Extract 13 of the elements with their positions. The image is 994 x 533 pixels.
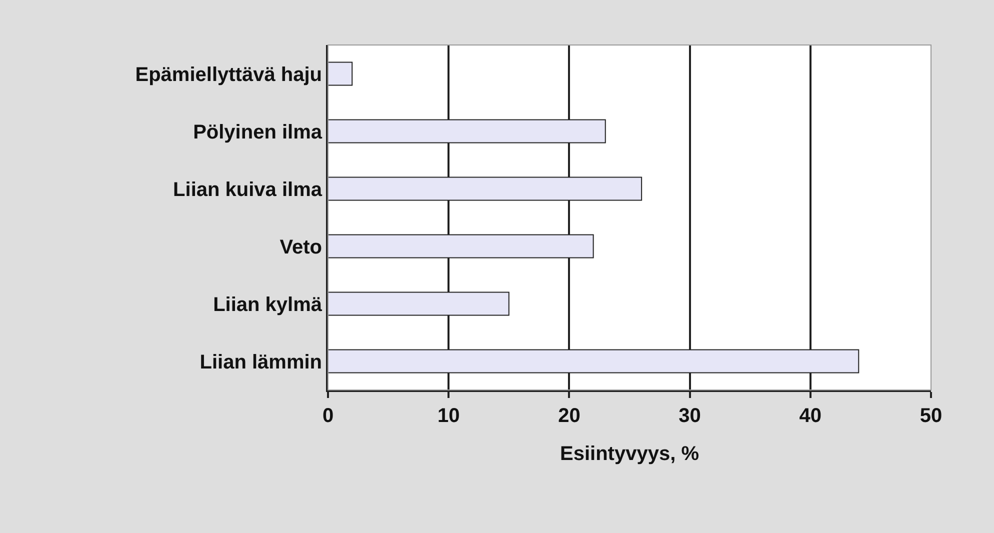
- y-tick-label: Veto: [280, 236, 322, 258]
- x-tick-label: 40: [799, 405, 822, 427]
- y-tick-label: Liian kuiva ilma: [173, 178, 323, 201]
- x-tick-label: 0: [322, 405, 334, 427]
- x-tick-label: 30: [678, 405, 701, 427]
- x-axis-title: Esiintyvyys, %: [560, 443, 700, 465]
- y-tick-label: Epämiellyttävä haju: [135, 64, 322, 86]
- y-tick-label: Liian lämmin: [200, 351, 322, 374]
- x-tick-label: 50: [920, 405, 942, 427]
- x-tick-label: 20: [558, 405, 580, 427]
- x-tick-label: 10: [437, 405, 460, 427]
- y-tick-label: Liian kylmä: [213, 294, 323, 316]
- y-tick-label: Pölyinen ilma: [193, 121, 323, 144]
